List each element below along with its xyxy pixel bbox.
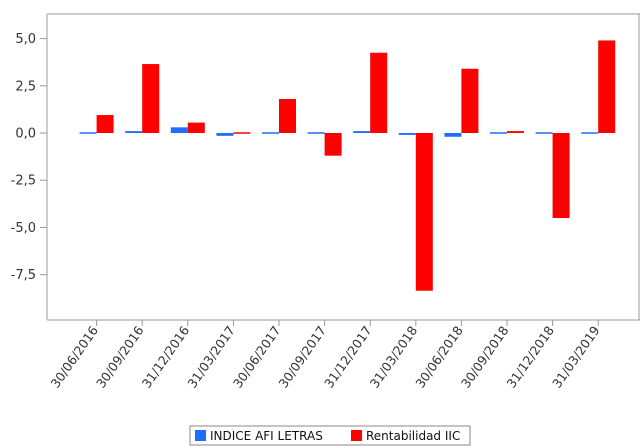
legend-swatch-rentabilidad-iic xyxy=(351,430,362,441)
bar-indice-afi-letras xyxy=(490,132,507,134)
bar-indice-afi-letras xyxy=(307,132,325,134)
y-tick-label: -7,5 xyxy=(11,268,36,283)
bar-indice-afi-letras xyxy=(262,132,279,134)
bar-rentabilidad-iic xyxy=(233,132,251,134)
bar-indice-afi-letras xyxy=(170,127,188,133)
bar-rentabilidad-iic xyxy=(507,131,524,133)
legend-box xyxy=(189,425,471,446)
bar-rentabilidad-iic xyxy=(415,133,433,291)
bar-indice-afi-letras xyxy=(216,133,234,136)
y-tick-label: 5,0 xyxy=(15,32,36,47)
y-axis: 5,0 2,5 0,0 -2,5 -5,0 -7,5 xyxy=(11,32,47,283)
bar-rentabilidad-iic xyxy=(96,115,114,133)
bar-rentabilidad-iic xyxy=(324,133,342,156)
bars xyxy=(79,40,616,291)
legend-swatch-indice-afi-letras xyxy=(195,430,206,441)
bar-rentabilidad-iic xyxy=(461,68,479,133)
bar-rentabilidad-iic xyxy=(598,40,616,133)
bar-indice-afi-letras xyxy=(125,131,143,133)
bar-indice-afi-letras xyxy=(444,133,462,137)
bar-rentabilidad-iic xyxy=(552,133,570,218)
bar-indice-afi-letras xyxy=(581,132,599,134)
bar-indice-afi-letras xyxy=(79,132,97,134)
bar-rentabilidad-iic xyxy=(370,52,388,133)
bar-indice-afi-letras xyxy=(398,133,416,135)
bar-rentabilidad-iic xyxy=(279,99,296,133)
x-tick-label: 31/03/2019 xyxy=(549,323,603,391)
plot-frame xyxy=(46,13,640,321)
y-tick-label: -2,5 xyxy=(11,174,36,189)
legend: INDICE AFI LETRAS Rentabilidad IIC xyxy=(189,425,471,446)
bar-rentabilidad-iic xyxy=(187,122,205,133)
bar-rentabilidad-iic xyxy=(142,64,160,133)
legend-label-indice-afi-letras: INDICE AFI LETRAS xyxy=(210,429,323,443)
y-tick-label: -5,0 xyxy=(11,221,36,236)
bar-indice-afi-letras xyxy=(535,132,553,134)
y-tick-label: 0,0 xyxy=(15,127,36,142)
legend-label-rentabilidad-iic: Rentabilidad IIC xyxy=(366,429,460,443)
bar-indice-afi-letras xyxy=(353,131,371,133)
x-axis: 30/06/201630/09/201631/12/201631/03/2017… xyxy=(47,320,603,391)
y-tick-label: 2,5 xyxy=(15,79,36,94)
